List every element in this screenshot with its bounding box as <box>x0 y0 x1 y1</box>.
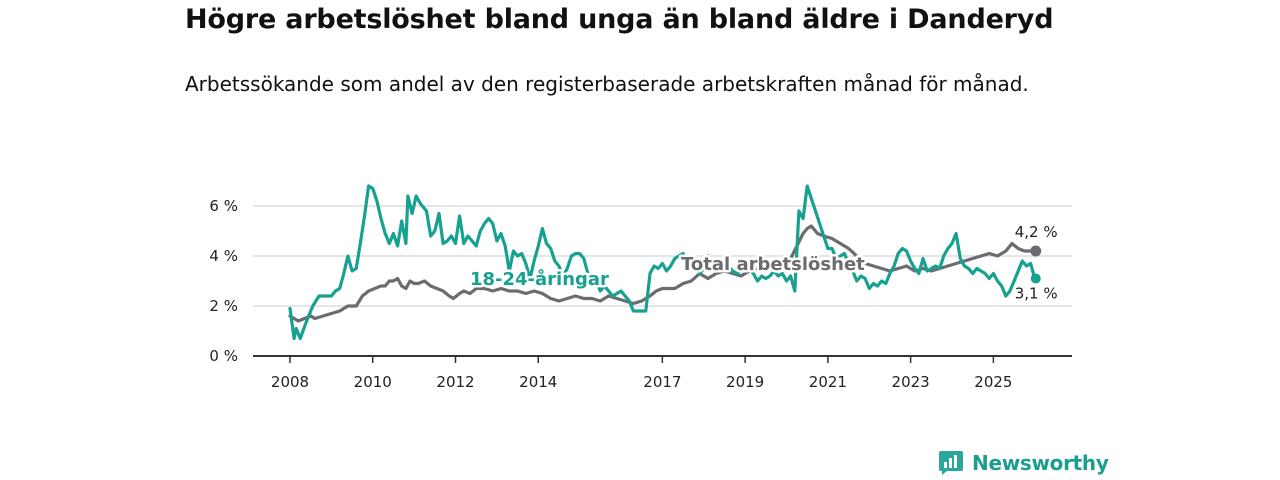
brand-logo[interactable]: Newsworthy <box>938 450 1109 476</box>
end-label-youth: 3,1 % <box>1015 285 1058 303</box>
end-label-total: 4,2 % <box>1015 223 1058 241</box>
chart-subtitle: Arbetssökande som andel av den registerb… <box>185 72 1029 96</box>
x-tick-label: 2021 <box>809 373 847 391</box>
axes: 0 % 2 % 4 % 6 % 2008 2010 2012 2014 2017 2019 2021… <box>209 197 1072 391</box>
series-line-youth <box>288 184 1037 341</box>
y-tick-label: 6 % <box>209 197 238 215</box>
y-tick-label: 2 % <box>209 297 238 315</box>
series-lines <box>288 184 1042 341</box>
x-tick-label: 2017 <box>643 373 681 391</box>
end-marker-youth <box>1030 273 1041 284</box>
series-label-total: Total arbetslöshet <box>681 254 865 275</box>
x-tick-label: 2010 <box>354 373 392 391</box>
grid-lines <box>253 205 1072 307</box>
x-tick-label: 2019 <box>726 373 764 391</box>
series-labels: 4,2 % 3,1 % 18-24-åringar Total arbetslöshe… <box>467 221 1059 305</box>
x-tick-label: 2014 <box>519 373 557 391</box>
y-tick-label: 0 % <box>209 347 238 365</box>
x-tick-label: 2008 <box>271 373 309 391</box>
brand-name: Newsworthy <box>972 451 1109 475</box>
end-marker-total <box>1030 245 1042 257</box>
series-label-youth: 18-24-åringar <box>470 268 609 290</box>
newsworthy-logo-icon <box>939 451 963 475</box>
y-tick-label: 4 % <box>209 247 238 265</box>
chart-title: Högre arbetslöshet bland unga än bland ä… <box>185 4 1054 35</box>
x-tick-label: 2025 <box>974 373 1012 391</box>
series-line-total <box>288 224 1037 323</box>
x-tick-label: 2012 <box>436 373 474 391</box>
x-tick-label: 2023 <box>892 373 930 391</box>
